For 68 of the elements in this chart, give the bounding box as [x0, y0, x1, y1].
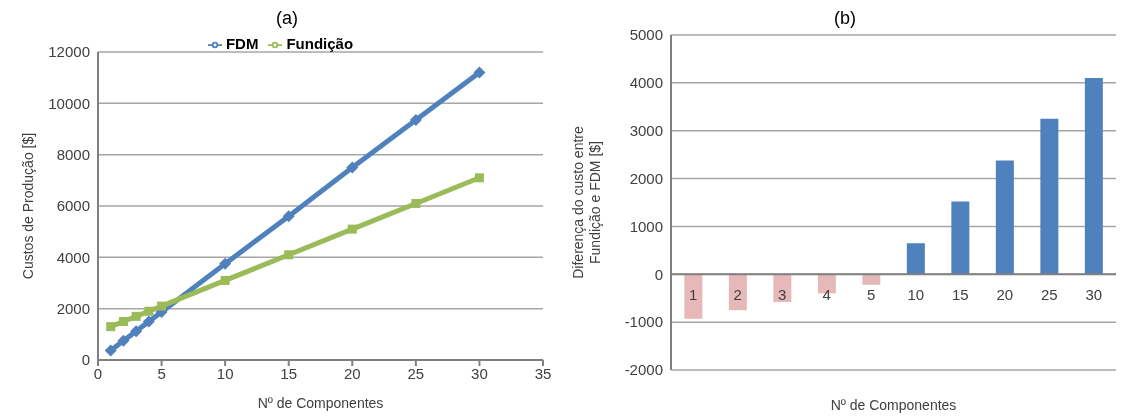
bar	[995, 160, 1014, 275]
y-axis-title: Custos de Produção [$]	[20, 132, 36, 280]
y-tick-label: 12000	[48, 43, 90, 61]
y-tick-label: 6000	[56, 197, 90, 215]
bar	[728, 274, 747, 311]
x-tick-label: 30	[1085, 286, 1103, 304]
bar	[951, 201, 970, 275]
point	[282, 210, 295, 223]
x-tick-label: 20	[996, 286, 1014, 304]
x-tick-label: 5	[867, 286, 876, 304]
point	[220, 275, 230, 285]
point	[346, 161, 359, 174]
y-tick-label: 3000	[629, 122, 663, 140]
x-tick-label: 15	[280, 364, 298, 382]
bar	[862, 274, 881, 285]
point	[474, 173, 484, 183]
y-tick-label: 0	[654, 265, 663, 283]
point	[104, 344, 117, 357]
x-tick-label: 25	[1040, 286, 1058, 304]
point	[347, 224, 357, 234]
x-tick-label: 10	[216, 364, 234, 382]
x-tick-label: 30	[471, 364, 488, 382]
chart-title: (b)	[834, 8, 856, 28]
y-tick-label: -2000	[624, 361, 663, 379]
point	[118, 317, 128, 326]
point	[142, 315, 155, 328]
y-tick-label: 8000	[56, 146, 90, 164]
bar	[684, 274, 703, 319]
legend-label: Fundição	[286, 35, 354, 52]
x-tick-label: 2	[733, 286, 742, 304]
x-axis-title: Nº de Componentes	[830, 397, 957, 413]
x-axis-title: Nº de Componentes	[257, 395, 384, 411]
point	[130, 325, 143, 338]
y-tick-label: 10000	[48, 94, 90, 112]
y-tick-label: 2000	[629, 169, 663, 187]
point	[144, 306, 154, 316]
point	[284, 250, 294, 260]
x-tick-label: 5	[157, 364, 166, 382]
point	[117, 334, 130, 347]
y-tick-label: -1000	[624, 313, 663, 331]
x-tick-label: 4	[822, 286, 831, 304]
point	[411, 198, 421, 208]
x-tick-label: 15	[951, 286, 969, 304]
y-tick-label: 2000	[56, 300, 90, 317]
chart-title: (a)	[275, 8, 299, 30]
point	[106, 322, 116, 332]
x-tick-label: 0	[93, 364, 103, 382]
y-tick-label: 0	[81, 351, 90, 369]
x-tick-label: 3	[778, 286, 787, 304]
bar	[1084, 78, 1103, 275]
x-tick-label: 25	[407, 364, 425, 382]
point	[409, 114, 422, 127]
y-tick-label: 1000	[629, 217, 663, 235]
y-tick-label: 4000	[629, 74, 663, 92]
point	[131, 311, 141, 321]
point	[219, 257, 232, 270]
x-tick-label: 10	[907, 286, 925, 304]
y-tick-label: 5000	[629, 26, 663, 44]
bar	[1040, 118, 1059, 275]
legend-label: FDM	[225, 35, 259, 52]
y-axis-title: Diferença do custo entre Fundição e FDM [$]	[570, 126, 603, 279]
x-tick-label: 1	[689, 286, 698, 304]
x-tick-label: 20	[343, 364, 361, 382]
x-tick-label: 35	[534, 364, 552, 382]
y-tick-label: 4000	[56, 248, 90, 266]
bar	[906, 243, 925, 275]
point	[157, 301, 167, 311]
point	[473, 66, 486, 79]
